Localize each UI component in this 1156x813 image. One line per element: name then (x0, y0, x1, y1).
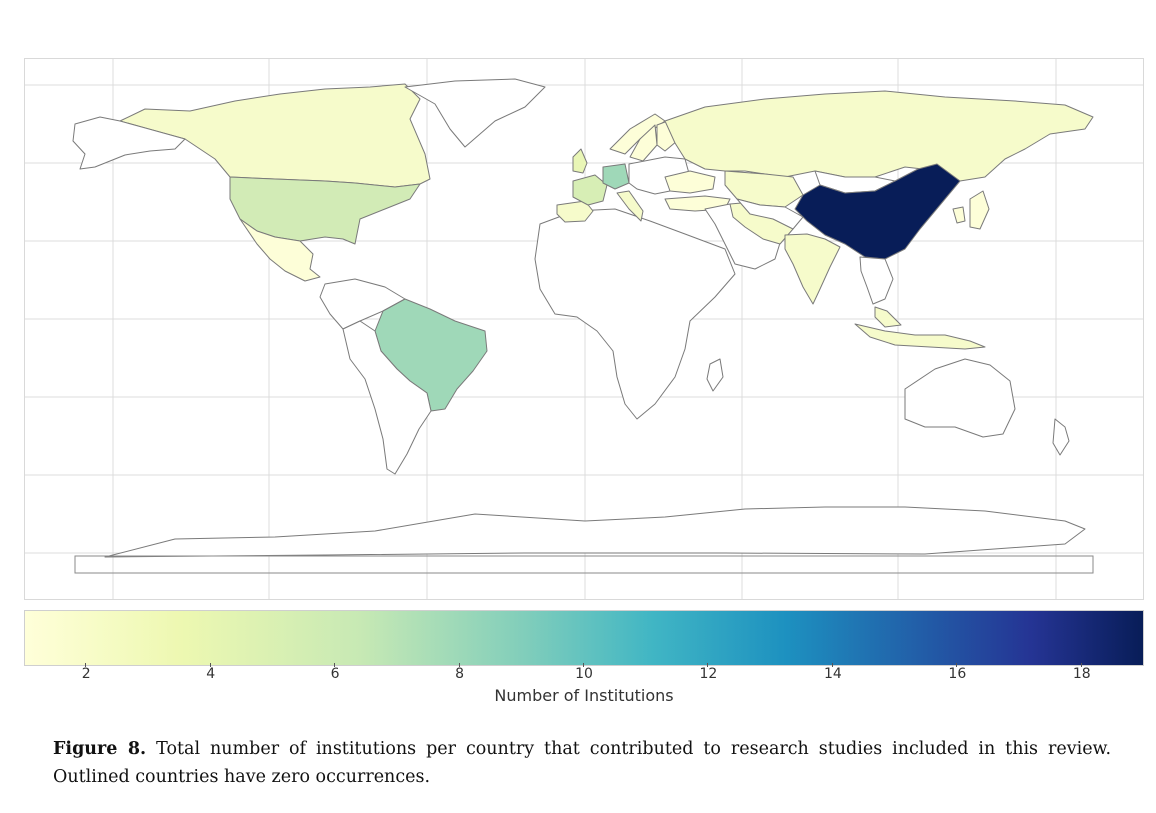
colorbar-tick: 10 (564, 663, 604, 682)
colorbar-tick: 18 (1062, 663, 1102, 682)
country-australia (904, 358, 1016, 438)
country-kazakhstan (724, 170, 804, 208)
colorbar-tick: 14 (813, 663, 853, 682)
country-madagascar (706, 358, 724, 392)
country-russia (664, 90, 1094, 182)
country-germany (602, 163, 630, 190)
colorbar-tick: 16 (937, 663, 977, 682)
country-china (794, 163, 961, 260)
country-france (572, 174, 608, 206)
colorbar-tick: 4 (191, 663, 231, 682)
colorbar-tick: 2 (66, 663, 106, 682)
map-frame (24, 58, 1144, 600)
country-se-asia (859, 256, 894, 305)
country-greenland (404, 78, 546, 148)
colorbar-ticks: 2 4 6 8 10 12 14 16 18 (24, 663, 1144, 686)
caption-text: Total number of institutions per country… (53, 739, 1112, 787)
colorbar (24, 610, 1144, 666)
country-sweden (629, 124, 658, 162)
country-italy (616, 190, 644, 222)
country-argentina-etc (342, 320, 432, 475)
country-colombia-etc (319, 278, 406, 330)
country-mexico (239, 218, 321, 282)
country-antarctica (104, 506, 1086, 558)
country-south-korea (952, 206, 966, 224)
country-japan (969, 190, 990, 230)
figure-label: Figure 8. (53, 739, 147, 759)
country-indonesia (854, 323, 986, 350)
figure-caption: Figure 8. Total number of institutions pe… (53, 735, 1111, 791)
country-central-asia (736, 198, 804, 230)
map-extent-box (74, 555, 1094, 574)
country-new-zealand (1052, 418, 1070, 456)
colorbar-label: Number of Institutions (494, 686, 674, 705)
country-alaska-us (72, 116, 186, 170)
country-india (784, 233, 841, 305)
world-map (25, 59, 1143, 599)
colorbar-tick: 12 (688, 663, 728, 682)
country-ukraine (664, 170, 716, 194)
country-united-kingdom (572, 148, 588, 174)
country-africa (534, 208, 736, 420)
colorbar-tick: 6 (315, 663, 355, 682)
country-malaysia (874, 306, 902, 328)
colorbar-tick: 8 (440, 663, 480, 682)
